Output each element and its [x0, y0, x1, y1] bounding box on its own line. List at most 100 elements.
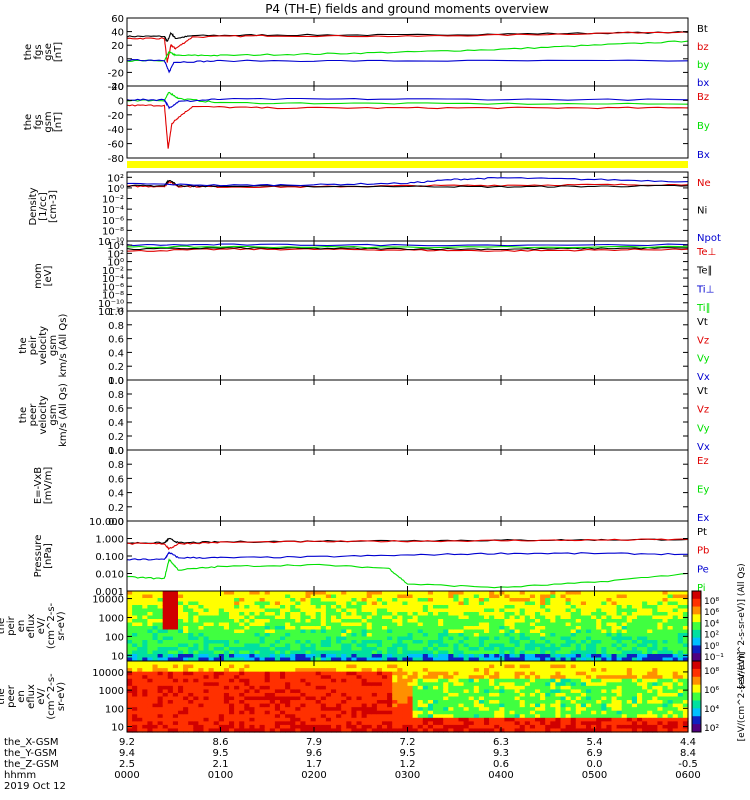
- colorbar-tick-label: 10⁶: [704, 608, 719, 618]
- y-axis-label-line: velocity: [38, 326, 49, 365]
- y-axis-label-line: eflux: [26, 684, 37, 709]
- y-tick-label: 10²: [107, 173, 124, 184]
- y-axis-label-line: gsm: [48, 335, 59, 356]
- y-tick-label: 0.8: [108, 460, 124, 471]
- colorbar-tick-label: 10⁻¹: [704, 653, 724, 663]
- orbit-tick-value: 1.2: [400, 759, 416, 770]
- legend-Ez: Ez: [697, 456, 709, 467]
- y-axis-label-line: eflux: [26, 614, 37, 639]
- colorbar-label: [eV/(cm^2-s-sr-eV)] (All Qs): [737, 563, 747, 688]
- y-tick-label: 0.8: [108, 390, 124, 401]
- y-tick-label: -60: [108, 140, 124, 151]
- y-tick-label: 10²: [107, 249, 124, 260]
- orbit-tick-value: 9.4: [119, 748, 135, 759]
- panel-frame: [126, 17, 689, 87]
- y-tick-label: 10⁻⁸: [102, 226, 124, 237]
- legend-Vy: Vy: [697, 423, 710, 434]
- series-fgs_gse-bx: [126, 58, 689, 74]
- legend-Te⊥: Te⊥: [696, 247, 716, 258]
- y-tick-label: 10: [111, 651, 124, 662]
- y-tick-label: 10⁻¹⁰: [98, 299, 124, 310]
- colorbar-tick-label: 10⁴: [704, 705, 719, 715]
- orbit-row-label: hhmm: [4, 770, 36, 781]
- y-axis-label: Pressure [nPa]: [33, 535, 54, 578]
- panel-frame: [126, 85, 689, 159]
- legend-Ne: Ne: [697, 178, 711, 189]
- y-tick-label: 0: [118, 96, 124, 107]
- y-tick-label: 0.001: [95, 587, 124, 598]
- y-tick-label: 10⁻⁴: [102, 274, 124, 285]
- y-tick-label: -40: [108, 125, 124, 136]
- y-axis-label-line: sr-eV): [56, 682, 67, 711]
- y-tick-label: 10⁻⁸: [102, 291, 124, 302]
- y-tick-label: 10⁴: [107, 241, 124, 252]
- y-axis-label-line: Pressure: [33, 535, 44, 578]
- y-tick-label: 1000: [99, 613, 124, 624]
- panel-frame: [126, 379, 689, 451]
- y-axis-label-line: km/s (All Qs): [58, 314, 69, 378]
- legend-By: By: [697, 121, 710, 132]
- y-tick-label: 0: [118, 55, 124, 66]
- colorbar-tick-label: 10⁰: [704, 642, 719, 652]
- y-tick-label: 10⁻⁶: [102, 216, 124, 227]
- y-axis-label-line: Density: [28, 187, 39, 225]
- y-tick-label: 0.2: [108, 362, 124, 373]
- y-axis-label-line: eV/: [36, 688, 47, 705]
- legend-Bz: Bz: [697, 92, 709, 103]
- y-axis-label: the fgs gse [nT]: [23, 42, 64, 62]
- y-tick-label: -20: [108, 68, 124, 79]
- orbit-tick-value: 8.6: [213, 737, 229, 748]
- legend-Ey: Ey: [697, 485, 709, 496]
- y-axis-label-line: [1/cc]: [38, 192, 49, 221]
- y-tick-label: 60: [111, 14, 124, 25]
- legend-Ti⊥: Ti⊥: [696, 284, 714, 295]
- legend-Npot: Npot: [697, 233, 721, 244]
- panel-frame: [126, 240, 689, 312]
- y-axis-label-line: sr-eV): [56, 611, 67, 640]
- colorbar-tick-label: 10⁶: [704, 686, 719, 696]
- legend-Vt: Vt: [697, 317, 708, 328]
- y-axis-label-line: [nT]: [53, 112, 64, 132]
- y-axis-label-line: [cm-3]: [48, 190, 59, 223]
- colorbar-tick-label: 10²: [704, 724, 719, 734]
- legend-Pi: Pi: [697, 583, 706, 594]
- y-tick-label: 10⁰: [107, 258, 124, 269]
- y-tick-label: 0.0: [108, 517, 124, 528]
- colorbar-tick-label: 10⁸: [704, 667, 719, 677]
- orbit-tick-value: 9.3: [493, 748, 509, 759]
- series-pressure-Pi: [126, 558, 689, 589]
- y-axis-label: mom [eV]: [33, 263, 54, 289]
- legend-Vz: Vz: [697, 405, 709, 416]
- panel-frame: [126, 520, 689, 592]
- panel-frame: [126, 449, 689, 522]
- y-axis-label-line: [nPa]: [43, 543, 54, 569]
- y-axis-label-line: gse: [43, 43, 54, 61]
- y-axis-label-line: gsm: [48, 404, 59, 425]
- orbit-tick-value: 7.9: [306, 737, 322, 748]
- orbit-tick-value: -0.5: [678, 759, 698, 770]
- y-axis-label-line: the: [0, 618, 7, 634]
- series-fgs_gse-bz: [126, 31, 689, 63]
- y-tick-label: 10⁻¹⁰: [98, 237, 124, 248]
- panel-peer_eflux: 10⁸ 10⁶ 10⁴ 10² [eV/(cm^2-s-sr-eV)] 10000 1000…: [0, 652, 747, 742]
- y-tick-label: 40: [111, 28, 124, 39]
- legend-Ex: Ex: [697, 513, 709, 524]
- orbit-tick-value: 5.4: [587, 737, 603, 748]
- legend-Vt: Vt: [697, 386, 708, 397]
- legend-Vy: Vy: [697, 354, 710, 365]
- series-moms-Te∥: [126, 246, 689, 251]
- y-axis-label: the peir en eflux eV/(cm^2-s-sr-eV): [0, 602, 67, 649]
- y-axis-label-line: fgs: [33, 114, 44, 129]
- y-tick-label: 0.010: [95, 570, 124, 581]
- legend-by: by: [697, 60, 709, 71]
- orbit-tick-value: 2.5: [119, 759, 135, 770]
- series-fgs_gse-Bt: [126, 31, 689, 43]
- colorbar-label: [eV/(cm^2-s-sr-eV)]: [737, 652, 747, 742]
- y-axis-label-line: mom: [33, 263, 44, 289]
- y-axis-label-line: (cm^2-s-: [46, 602, 57, 649]
